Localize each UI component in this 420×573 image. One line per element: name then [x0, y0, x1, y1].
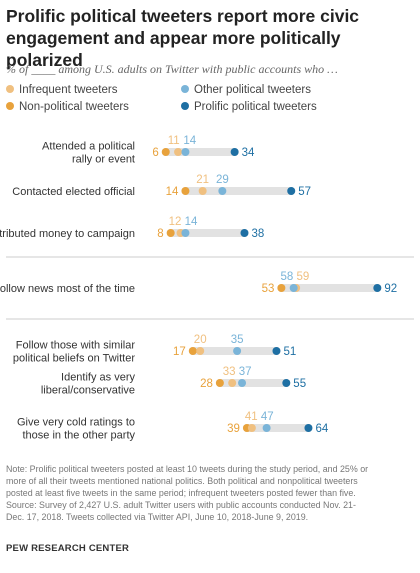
- row-label: Follow those with similar: [16, 340, 136, 352]
- value-label-non-political: 39: [227, 423, 240, 435]
- dot-prolific-political: [304, 424, 313, 432]
- row-label: Attended a political: [42, 141, 135, 153]
- legend: Infrequent tweeters Other political twee…: [6, 84, 416, 118]
- row-label: those in the other party: [22, 430, 135, 442]
- row-label: rally or event: [72, 154, 135, 166]
- value-label-infrequent: 59: [297, 271, 310, 283]
- dot-non-political: [215, 379, 224, 387]
- value-label-infrequent: 12: [169, 216, 182, 228]
- value-label-other-political: 35: [231, 334, 244, 346]
- value-label-prolific-political: 64: [315, 423, 328, 435]
- value-label-prolific-political: 55: [293, 378, 306, 390]
- row-label: Contacted elected official: [12, 186, 135, 198]
- value-label-prolific-political: 92: [384, 283, 397, 295]
- legend-item-prolific-political: Prolific political tweeters: [181, 101, 317, 113]
- value-label-non-political: 6: [152, 147, 158, 159]
- chart-subtitle: % of ____ among U.S. adults on Twitter w…: [6, 62, 338, 76]
- note-line: Dec. 17, 2018. Tweets collected via Twit…: [6, 512, 309, 522]
- dot-infrequent: [228, 379, 237, 387]
- legend-item-infrequent: Infrequent tweeters: [6, 84, 117, 96]
- legend-label-prolific-political: Prolific political tweeters: [194, 101, 317, 113]
- value-label-prolific-political: 51: [283, 346, 296, 358]
- value-label-prolific-political: 38: [251, 228, 264, 240]
- dot-non-political: [277, 284, 286, 292]
- dot-prolific-political: [282, 379, 291, 387]
- value-label-non-political: 8: [157, 228, 163, 240]
- dot-prolific-political: [272, 347, 281, 355]
- legend-label-other-political: Other political tweeters: [194, 84, 311, 96]
- chart-note: Note: Prolific political tweeters posted…: [6, 463, 414, 523]
- value-label-prolific-political: 57: [298, 186, 311, 198]
- legend-label-infrequent: Infrequent tweeters: [19, 84, 118, 96]
- value-label-other-political: 14: [185, 216, 198, 228]
- value-label-infrequent: 21: [196, 174, 209, 186]
- dot-other-political: [238, 379, 247, 387]
- value-label-other-political: 14: [183, 135, 196, 147]
- value-label-non-political: 28: [200, 378, 213, 390]
- dot-prolific-political: [287, 187, 296, 195]
- value-label-other-political: 58: [281, 271, 294, 283]
- value-label-non-political: 53: [262, 283, 275, 295]
- dot-other-political: [181, 148, 190, 156]
- dot-other-political: [181, 229, 190, 237]
- dot-other-political: [218, 187, 227, 195]
- value-label-non-political: 17: [173, 346, 186, 358]
- row-label: liberal/conservative: [41, 385, 135, 397]
- legend-dot-prolific-political: [181, 102, 189, 110]
- dot-prolific-political: [373, 284, 382, 292]
- dot-prolific-political: [230, 148, 239, 156]
- legend-label-non-political: Non-political tweeters: [19, 101, 129, 113]
- note-line: posted at least five tweets in the same …: [6, 488, 356, 498]
- row-label: Contributed money to campaign: [0, 228, 135, 240]
- dot-non-political: [181, 187, 190, 195]
- legend-dot-non-political: [6, 102, 14, 110]
- chart-title: Prolific political tweeters report more …: [6, 6, 360, 70]
- row-label: political beliefs on Twitter: [13, 353, 135, 365]
- value-label-other-political: 37: [239, 366, 252, 378]
- row-label: Identify as very: [61, 372, 135, 384]
- row-label: Follow news most of the time: [0, 283, 135, 295]
- legend-dot-infrequent: [6, 85, 14, 93]
- legend-item-non-political: Non-political tweeters: [6, 101, 129, 113]
- note-line: more of all their tweets mentioned natio…: [6, 476, 358, 486]
- row-label: Give very cold ratings to: [17, 417, 135, 429]
- dot-prolific-political: [240, 229, 249, 237]
- legend-item-other-political: Other political tweeters: [181, 84, 311, 96]
- value-label-other-political: 29: [216, 174, 229, 186]
- dot-infrequent: [174, 148, 183, 156]
- dot-other-political: [289, 284, 298, 292]
- note-line: Note: Prolific political tweeters posted…: [6, 464, 369, 474]
- value-label-infrequent: 41: [245, 411, 258, 423]
- value-label-non-political: 14: [166, 186, 179, 198]
- value-label-other-political: 47: [261, 411, 274, 423]
- dot-other-political: [262, 424, 271, 432]
- dot-infrequent: [247, 424, 256, 432]
- dot-non-political: [166, 229, 175, 237]
- value-label-infrequent: 11: [168, 135, 180, 147]
- value-label-infrequent: 33: [223, 366, 236, 378]
- dot-other-political: [233, 347, 242, 355]
- dot-non-political: [161, 148, 170, 156]
- note-line: Source: Survey of 2,427 U.S. adult Twitt…: [6, 500, 356, 510]
- dot-non-political: [188, 347, 197, 355]
- value-label-infrequent: 20: [194, 334, 207, 346]
- legend-dot-other-political: [181, 85, 189, 93]
- source-footer: PEW RESEARCH CENTER: [6, 543, 130, 554]
- value-label-prolific-political: 34: [242, 147, 255, 159]
- dot-infrequent: [196, 347, 205, 355]
- dot-infrequent: [198, 187, 207, 195]
